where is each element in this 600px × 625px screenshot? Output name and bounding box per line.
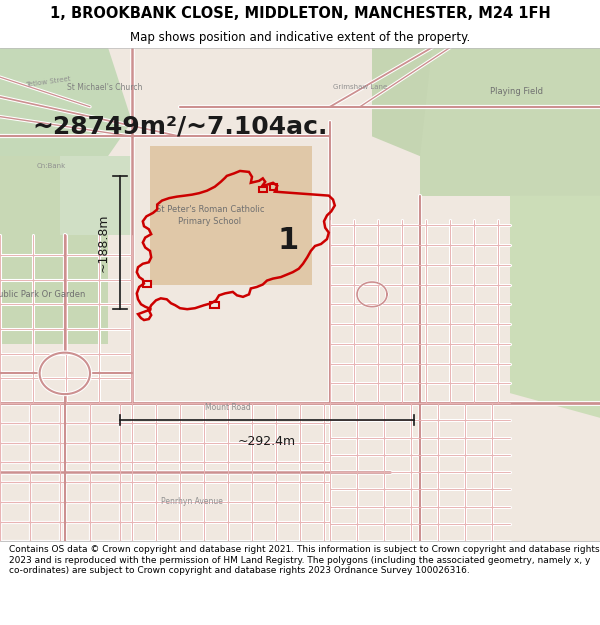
Text: St Peter's Roman Catholic
Primary School: St Peter's Roman Catholic Primary School (156, 205, 264, 226)
Text: Playing Field: Playing Field (490, 88, 542, 96)
Text: Public Park Or Garden: Public Park Or Garden (0, 290, 85, 299)
Polygon shape (150, 146, 312, 284)
Text: Mount Road: Mount Road (205, 404, 251, 412)
Text: ~188.8m: ~188.8m (96, 213, 109, 272)
Polygon shape (372, 48, 432, 156)
Text: Penrhyn Avenue: Penrhyn Avenue (161, 498, 223, 506)
Polygon shape (60, 156, 132, 235)
Text: Map shows position and indicative extent of the property.: Map shows position and indicative extent… (130, 31, 470, 44)
Text: Cn:Bank: Cn:Bank (37, 163, 65, 169)
Text: St Michael's Church: St Michael's Church (67, 82, 143, 91)
Polygon shape (0, 156, 60, 235)
Polygon shape (0, 48, 132, 156)
Text: 1, BROOKBANK CLOSE, MIDDLETON, MANCHESTER, M24 1FH: 1, BROOKBANK CLOSE, MIDDLETON, MANCHESTE… (50, 6, 550, 21)
Text: 1: 1 (277, 226, 299, 254)
Text: Tetlow Street: Tetlow Street (25, 76, 71, 88)
Polygon shape (420, 48, 600, 196)
Text: ~28749m²/~7.104ac.: ~28749m²/~7.104ac. (32, 114, 328, 139)
Text: Grimshaw Lane: Grimshaw Lane (333, 84, 387, 90)
Text: ~292.4m: ~292.4m (238, 435, 296, 448)
Polygon shape (0, 235, 108, 344)
Text: Contains OS data © Crown copyright and database right 2021. This information is : Contains OS data © Crown copyright and d… (9, 546, 599, 575)
Polygon shape (510, 196, 600, 418)
